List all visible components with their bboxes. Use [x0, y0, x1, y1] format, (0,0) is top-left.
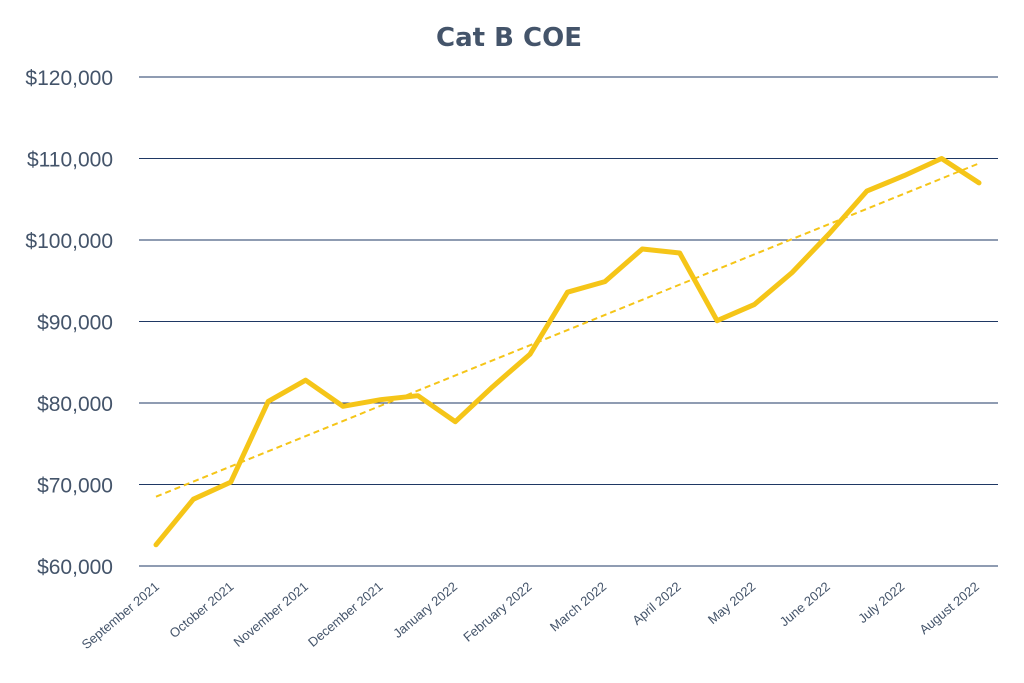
y-tick-label: $90,000 [37, 312, 113, 335]
series-line-cat-b-coe [153, 156, 982, 548]
x-tick-label: June 2022 [777, 579, 833, 630]
x-tick-label: September 2021 [79, 579, 162, 652]
x-tick-label: March 2022 [547, 579, 609, 635]
x-tick-label: April 2022 [629, 579, 683, 628]
x-tick-label: July 2022 [855, 579, 907, 626]
trendline-layer [155, 162, 980, 498]
y-tick-label: $70,000 [37, 475, 113, 498]
y-tick-label: $60,000 [37, 556, 113, 579]
y-tick-label: $120,000 [25, 67, 113, 90]
x-tick-label: November 2021 [231, 579, 312, 650]
y-tick-label: $110,000 [27, 149, 113, 172]
gridlines [139, 76, 998, 567]
y-axis-tick-labels: $60,000 $70,000 $80,000 $90,000 $100,000 $110… [25, 67, 113, 579]
chart-title: Cat B COE [436, 23, 582, 53]
x-tick-label: August 2022 [916, 579, 982, 637]
x-tick-label: January 2022 [390, 579, 460, 641]
trendline [155, 162, 980, 498]
y-tick-label: $100,000 [25, 230, 113, 253]
y-tick-label: $80,000 [37, 393, 113, 416]
x-tick-label: December 2021 [305, 579, 386, 650]
x-tick-label: May 2022 [705, 579, 758, 627]
x-tick-label: February 2022 [460, 579, 534, 645]
series-layer [153, 156, 982, 548]
x-tick-label: October 2021 [166, 579, 236, 641]
